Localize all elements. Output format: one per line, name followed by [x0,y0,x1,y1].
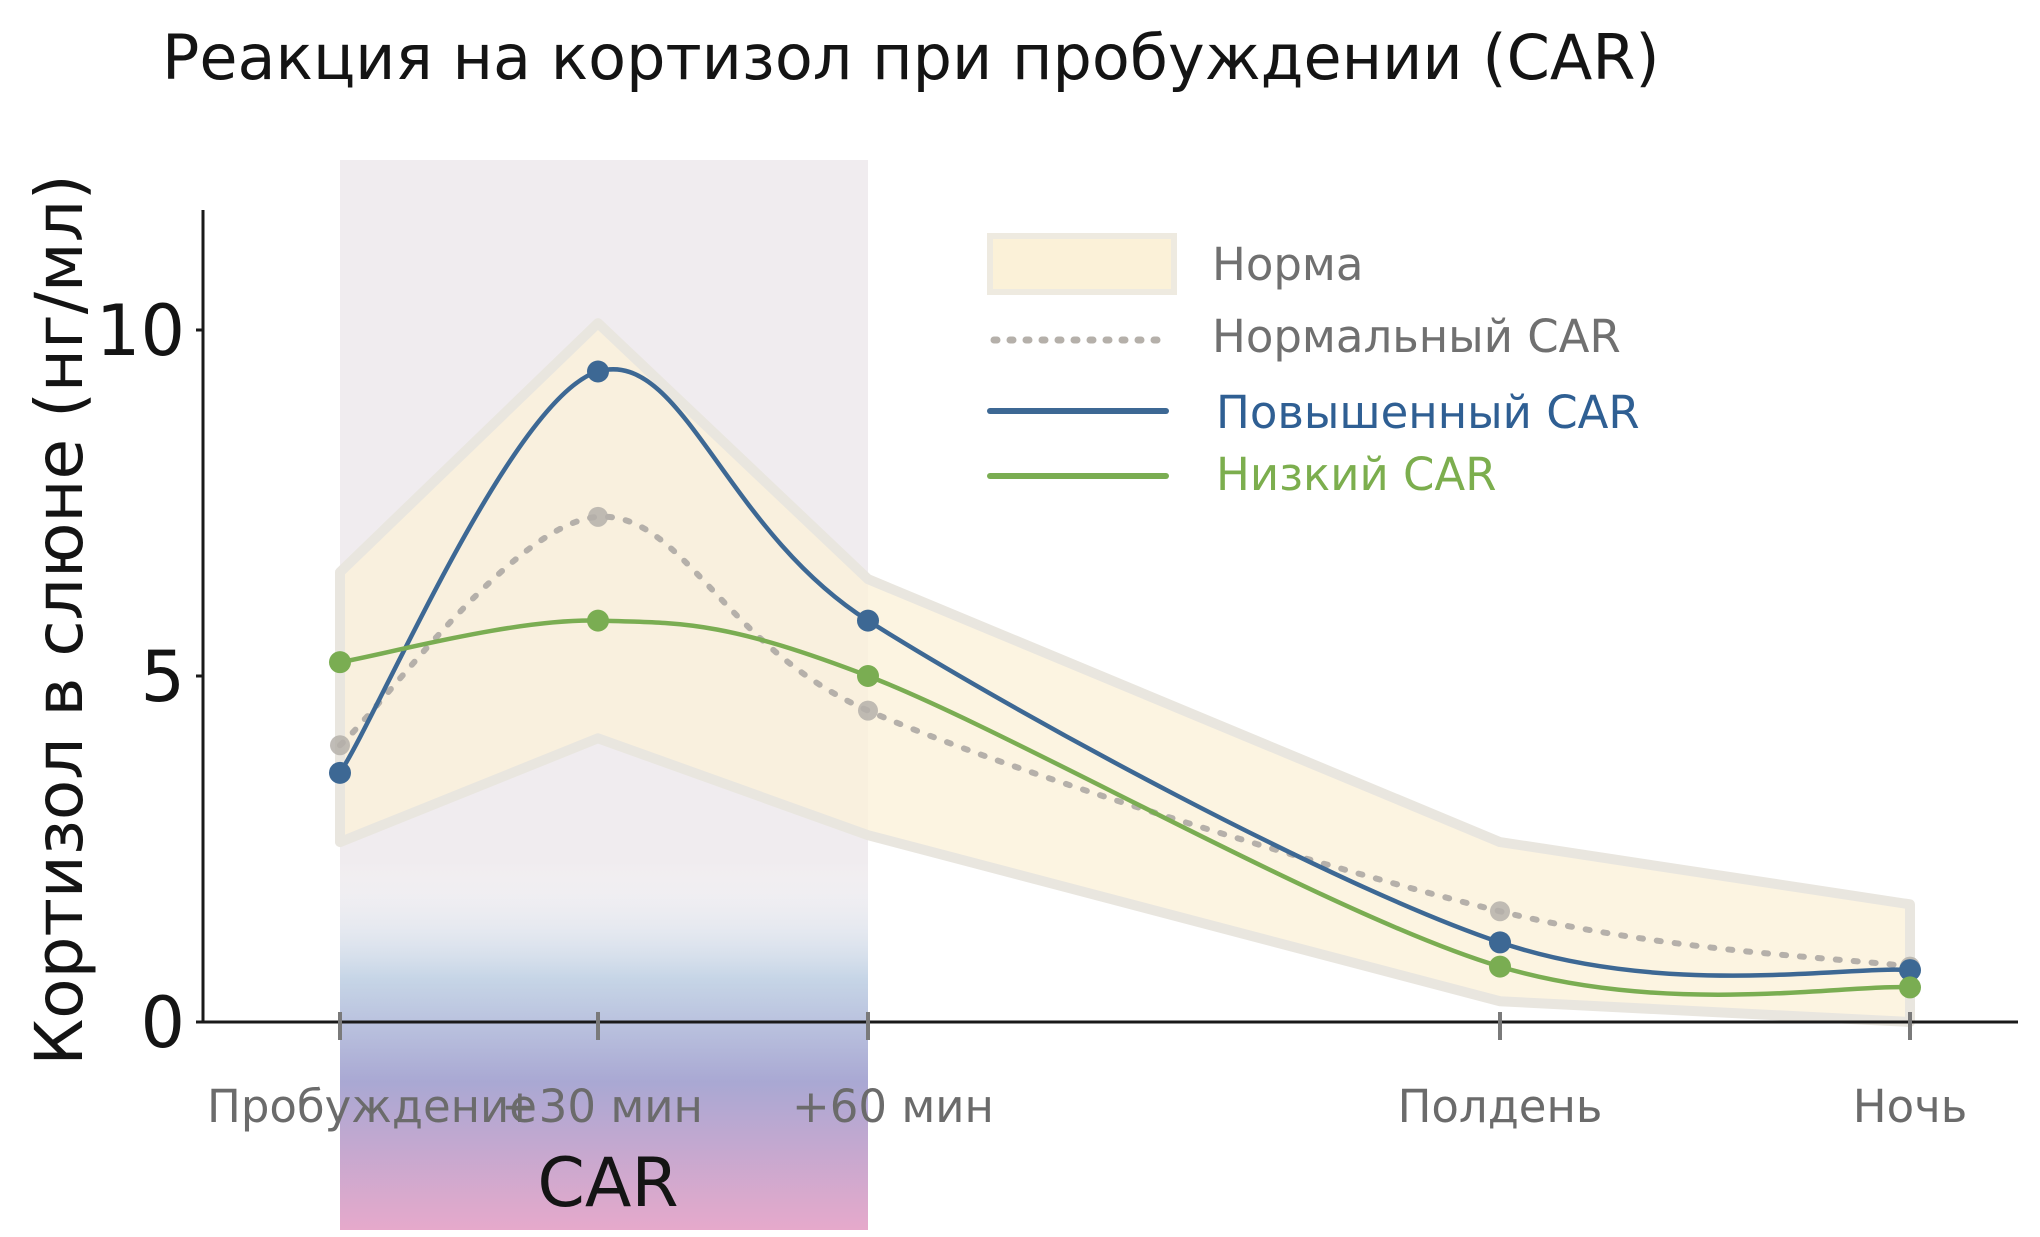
series-1-point-1 [587,360,609,383]
legend-label-low: Низкий CAR [1216,448,1496,501]
legend-label-high: Повышенный CAR [1216,386,1640,439]
legend-label-normal: Нормальный CAR [1212,310,1621,363]
series-2-point-1 [587,609,609,632]
y-tick-label-2: 10 [96,290,185,372]
series-2-point-0 [329,651,351,674]
series-2-point-2 [857,665,879,687]
series-1-point-3 [1489,931,1511,954]
chart-title: Реакция на кортизол при пробуждении (CAR… [162,21,1660,94]
car-annotation: CAR [537,1144,678,1223]
x-tick-label-1: +30 мин [501,1080,703,1133]
series-2-point-4 [1899,976,1921,999]
series-0-point-0 [330,735,350,756]
y-axis-label: Кортизол в слюне (нг/мл) [21,174,98,1065]
series-layer [329,360,1921,999]
series-line-2 [337,618,1913,997]
x-tick-label-0: Пробуждение [207,1080,537,1133]
series-0-point-3 [1490,901,1510,922]
x-tick-label-2: +60 мин [792,1080,994,1133]
legend-label-band: Норма [1212,238,1363,291]
series-0-point-2 [858,700,878,721]
series-2-point-3 [1489,955,1511,978]
car-window-gradient [340,860,868,1230]
ticks-layer: 0 5 10 Пробуждение+30 мин +60 мин Полдень Ночь [96,290,1967,1133]
series-1-point-2 [857,609,879,632]
series-1-point-0 [329,761,351,784]
series-1-point-4 [1899,959,1921,982]
legend: Норма Нормальный CAR Повышенный CAR Низк… [987,233,1640,501]
x-tick-label-3: Полдень [1398,1080,1603,1133]
y-tick-label-1: 5 [140,636,185,718]
series-0-point-1 [588,506,608,527]
series-line-0 [337,513,1913,970]
legend-swatch-band [987,233,1177,295]
axes [201,210,2018,1024]
y-tick-label-0: 0 [140,982,185,1064]
x-tick-label-4: Ночь [1853,1080,1967,1133]
